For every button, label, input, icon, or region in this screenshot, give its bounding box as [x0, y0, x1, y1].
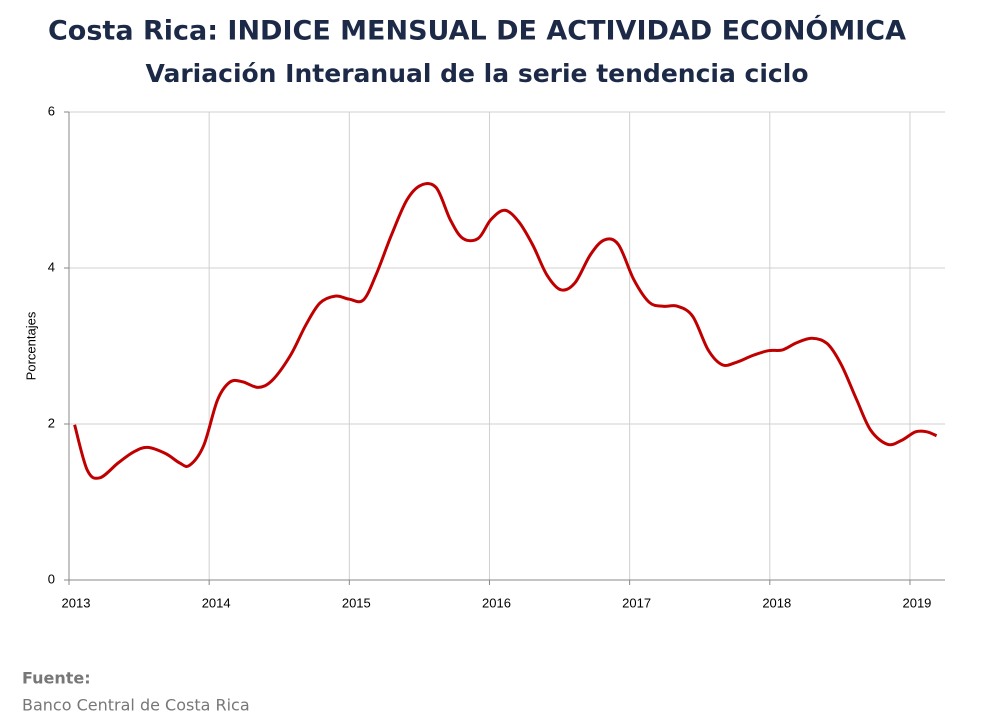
y-tick-label: 6	[48, 103, 55, 118]
x-tick-label: 2015	[342, 595, 371, 610]
x-tick-label: 2019	[902, 595, 931, 610]
x-tick-label: 2018	[762, 595, 791, 610]
x-tick-label: 2014	[202, 595, 231, 610]
x-tick-label: 2013	[62, 595, 91, 610]
chart-subtitle: Variación Interanual de la serie tendenc…	[146, 59, 809, 88]
chart-title: Costa Rica: INDICE MENSUAL DE ACTIVIDAD …	[48, 15, 906, 47]
line-series	[73, 182, 938, 480]
source-label: Fuente:	[22, 669, 91, 688]
y-tick-label: 0	[48, 571, 55, 586]
y-tick-label: 4	[48, 259, 55, 274]
y-axis-label: Porcentajes	[23, 311, 38, 380]
y-tick-label: 2	[48, 415, 55, 430]
x-tick-label: 2017	[622, 595, 651, 610]
source: Banco Central de Costa Rica	[22, 696, 250, 715]
x-tick-label: 2016	[482, 595, 511, 610]
